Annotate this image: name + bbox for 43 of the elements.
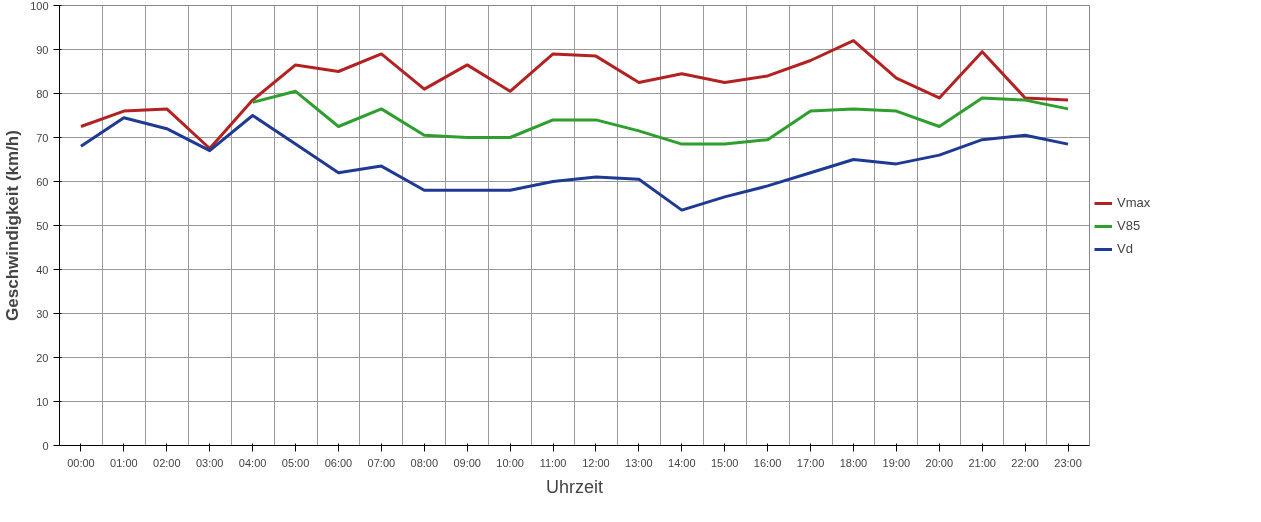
x-tick-label: 14:00 xyxy=(668,456,696,469)
y-tick-label: 20 xyxy=(36,351,49,364)
x-tick-label: 02:00 xyxy=(153,456,181,469)
line-series xyxy=(79,39,1070,150)
x-tick-label: 01:00 xyxy=(110,456,138,469)
x-tick-label: 09:00 xyxy=(453,456,481,469)
x-tick-label: 08:00 xyxy=(410,456,439,469)
y-tick-label: 90 xyxy=(36,43,49,56)
line-series xyxy=(251,89,1070,146)
x-tick-label: 19:00 xyxy=(882,456,911,469)
x-axis-title: Uhrzeit xyxy=(545,476,604,497)
y-tick-label: 80 xyxy=(36,87,49,100)
x-tick-label: 05:00 xyxy=(281,456,310,469)
x-tick-label: 00:00 xyxy=(67,456,95,469)
x-tick-label: 13:00 xyxy=(625,456,653,469)
y-axis-title: Geschwindigkeit (km/h) xyxy=(3,130,23,321)
x-tick-label: 23:00 xyxy=(1054,456,1082,469)
y-tick-label: 0 xyxy=(42,439,49,452)
x-tick-label: 17:00 xyxy=(796,456,825,469)
legend-label: Vmax xyxy=(1117,195,1151,210)
x-tick-label: 20:00 xyxy=(925,456,954,469)
x-tick-label: 15:00 xyxy=(710,456,739,469)
x-tick-label: 11:00 xyxy=(539,456,567,469)
x-tick-label: 04:00 xyxy=(238,456,267,469)
y-tick-label: 40 xyxy=(36,263,49,276)
legend-label: V85 xyxy=(1117,218,1141,233)
y-tick-label: 10 xyxy=(36,395,49,408)
x-tick-label: 07:00 xyxy=(367,456,396,469)
y-tick-label: 60 xyxy=(36,175,49,188)
x-tick-label: 21:00 xyxy=(968,456,996,469)
y-tick-label: 100 xyxy=(30,0,49,12)
line-series xyxy=(79,114,1070,212)
x-tick-label: 10:00 xyxy=(496,456,524,469)
y-tick-label: 70 xyxy=(36,131,49,144)
y-tick-label: 30 xyxy=(36,307,49,320)
y-tick-label: 50 xyxy=(36,219,49,232)
x-tick-label: 06:00 xyxy=(324,456,353,469)
x-tick-label: 22:00 xyxy=(1011,456,1039,469)
x-tick-label: 12:00 xyxy=(582,456,610,469)
x-tick-label: 03:00 xyxy=(195,456,224,469)
legend-label: Vd xyxy=(1117,241,1134,256)
x-tick-label: 16:00 xyxy=(753,456,782,469)
x-tick-label: 18:00 xyxy=(839,456,868,469)
